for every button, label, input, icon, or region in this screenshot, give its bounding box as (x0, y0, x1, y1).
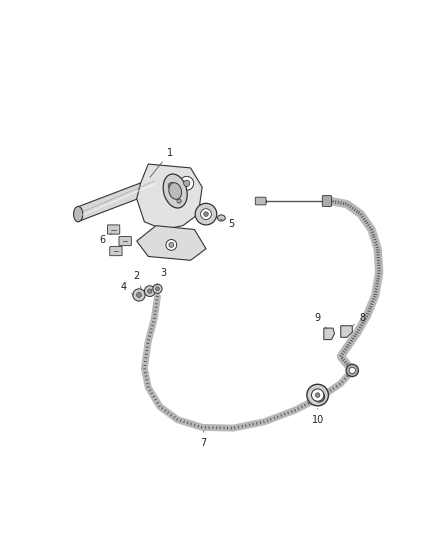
FancyBboxPatch shape (322, 196, 332, 206)
Circle shape (311, 389, 324, 401)
FancyBboxPatch shape (110, 246, 122, 256)
Text: 1: 1 (150, 148, 173, 177)
Text: 8: 8 (353, 313, 365, 326)
Circle shape (168, 182, 174, 189)
Circle shape (307, 384, 328, 406)
Polygon shape (324, 328, 335, 340)
Circle shape (177, 199, 181, 203)
Text: 3: 3 (156, 269, 167, 286)
Text: 10: 10 (311, 409, 324, 425)
FancyBboxPatch shape (119, 237, 131, 246)
Circle shape (169, 243, 174, 247)
Ellipse shape (169, 183, 181, 199)
Polygon shape (78, 175, 160, 222)
FancyBboxPatch shape (107, 225, 120, 234)
Circle shape (133, 289, 145, 301)
Circle shape (184, 180, 190, 187)
Circle shape (349, 367, 355, 374)
Text: 5: 5 (220, 219, 234, 229)
Circle shape (155, 287, 159, 290)
Polygon shape (341, 326, 352, 337)
Text: 4: 4 (120, 282, 134, 295)
Circle shape (180, 176, 194, 190)
Polygon shape (137, 164, 202, 230)
FancyBboxPatch shape (255, 197, 266, 205)
Circle shape (145, 286, 155, 296)
Circle shape (315, 393, 320, 398)
Polygon shape (137, 225, 206, 260)
Circle shape (137, 293, 141, 297)
Text: 2: 2 (134, 271, 141, 288)
Circle shape (201, 209, 212, 220)
Text: 9: 9 (314, 313, 327, 329)
Circle shape (166, 239, 177, 251)
Circle shape (148, 289, 152, 293)
Circle shape (314, 391, 325, 402)
Circle shape (346, 364, 358, 377)
Text: 7: 7 (201, 431, 207, 448)
Ellipse shape (163, 174, 187, 208)
Text: 6: 6 (99, 233, 111, 245)
Circle shape (153, 284, 162, 294)
Circle shape (174, 196, 184, 206)
Circle shape (164, 179, 178, 192)
Circle shape (195, 203, 217, 225)
Ellipse shape (218, 215, 225, 221)
Ellipse shape (74, 206, 83, 222)
Circle shape (204, 212, 208, 216)
